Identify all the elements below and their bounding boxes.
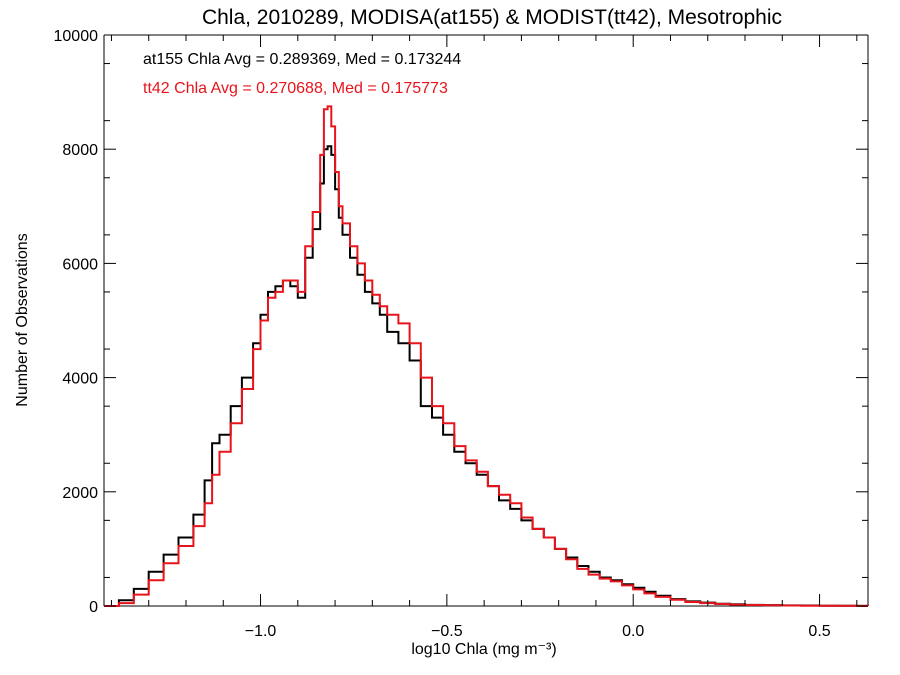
y-tick-label: 0 xyxy=(89,599,98,616)
x-tick-label: 0.5 xyxy=(808,623,830,640)
x-axis-label: log10 Chla (mg m⁻³) xyxy=(411,641,556,658)
x-tick-label: −0.5 xyxy=(431,623,463,640)
x-tick-label: 0.0 xyxy=(622,623,644,640)
plot-frame xyxy=(103,34,869,607)
y-tick-label: 6000 xyxy=(62,256,98,273)
y-tick-label: 2000 xyxy=(62,485,98,502)
series-line-at155 xyxy=(104,145,869,607)
y-tick-label: 10000 xyxy=(54,28,99,45)
y-tick-label: 4000 xyxy=(62,371,98,388)
y-axis-label: Number of Observations xyxy=(14,233,31,406)
chart-title: Chla, 2010289, MODISA(at155) & MODIST(tt… xyxy=(202,6,782,29)
tick-layer: −1.0 −0.5 0.0 0.5 0 2000 4000 6000 8000 10000 xyxy=(54,28,868,640)
x-tick-label: −1.0 xyxy=(245,623,277,640)
annotation-tt42: tt42 Chla Avg = 0.270688, Med = 0.175773 xyxy=(143,80,448,97)
y-tick-label: 8000 xyxy=(62,142,98,159)
series-line-tt42 xyxy=(104,105,869,607)
series-layer xyxy=(104,105,869,607)
annotation-at155: at155 Chla Avg = 0.289369, Med = 0.17324… xyxy=(143,51,461,68)
